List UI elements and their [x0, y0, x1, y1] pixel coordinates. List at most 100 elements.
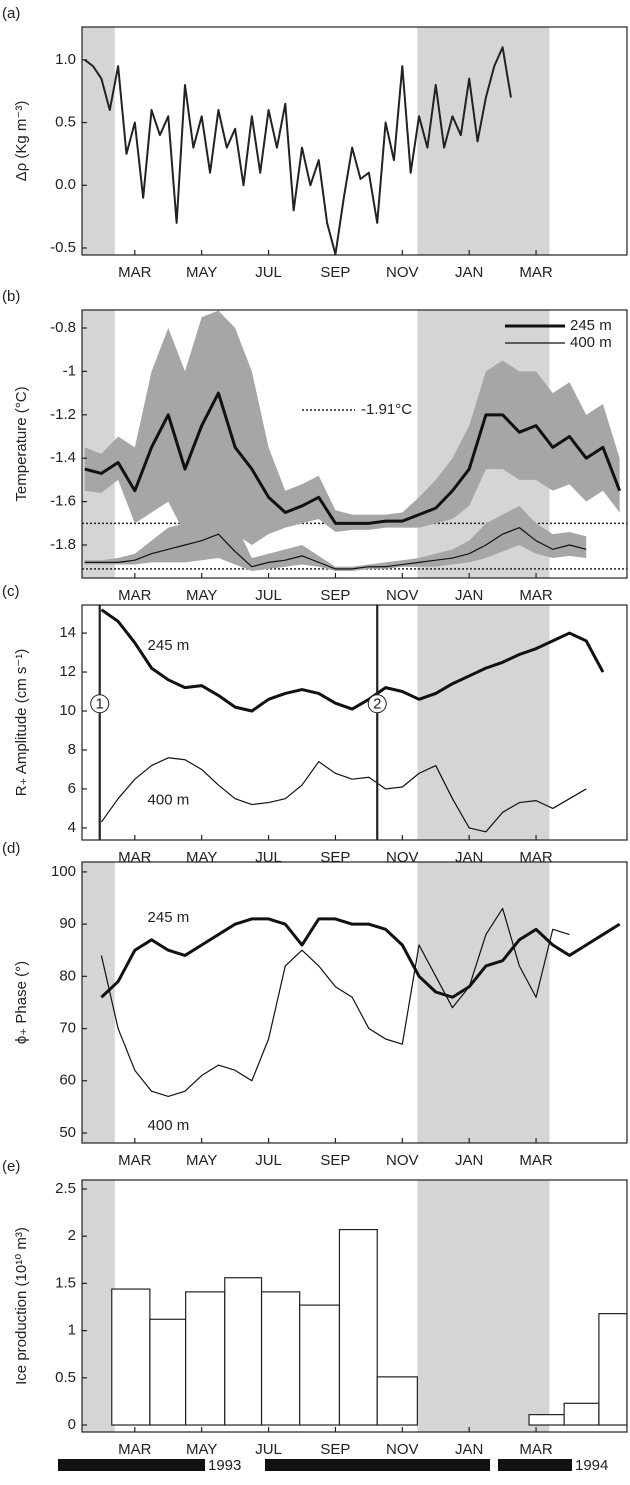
y-axis-label: ϕ₊ Phase (°) [13, 961, 30, 1044]
bar [376, 1376, 418, 1426]
x-tick-label: JUL [255, 1441, 282, 1458]
series-line [100, 917, 621, 999]
x-tick-label: JAN [455, 587, 483, 604]
y-tick-label: 0.5 [55, 1369, 76, 1386]
x-tick-label: MAR [519, 1441, 553, 1458]
envelope [84, 479, 587, 572]
y-tick-label: 60 [59, 1072, 76, 1089]
plot-frame [81, 309, 628, 579]
x-tick-label: MAY [186, 587, 217, 604]
x-tick-label: NOV [386, 1441, 419, 1458]
plot-frame [81, 604, 628, 841]
series-line [84, 391, 622, 525]
y-tick-label: -1.2 [50, 406, 76, 423]
x-tick-label: MAY [186, 849, 217, 866]
x-tick-label: MAR [519, 264, 553, 281]
y-tick-label: 10 [59, 702, 76, 719]
x-tick-label: SEP [320, 264, 350, 281]
legend-label: 245 m [570, 317, 612, 334]
y-tick-label: 0 [68, 1416, 76, 1433]
x-tick-label: NOV [386, 264, 419, 281]
y-axis-label: Δρ (Kg m⁻³) [13, 101, 30, 182]
y-tick-label: 14 [59, 624, 76, 641]
y-tick-label: 2.5 [55, 1180, 76, 1197]
y-tick-label: 1.0 [55, 51, 76, 68]
plot-frame [81, 861, 628, 1144]
shaded-period [82, 27, 115, 255]
x-tick-label: MAR [118, 264, 152, 281]
y-tick-label: 6 [68, 780, 76, 797]
y-tick-label: 4 [68, 819, 76, 836]
x-tick-label: SEP [320, 1152, 350, 1169]
panel-label: (b) [2, 288, 20, 305]
x-tick-label: JAN [455, 264, 483, 281]
x-tick-label: MAR [519, 1152, 553, 1169]
x-tick-label: MAR [118, 587, 152, 604]
year-bar [265, 1459, 490, 1471]
x-tick-label: MAY [186, 1441, 217, 1458]
y-tick-label: 70 [59, 1020, 76, 1037]
series-line [100, 608, 605, 713]
y-tick-label: 2 [68, 1227, 76, 1244]
y-tick-label: -1.4 [50, 449, 76, 466]
x-tick-label: SEP [320, 849, 350, 866]
panel-label: (e) [2, 1158, 20, 1175]
annotation: -1.91°C [361, 401, 412, 418]
shaded-period [417, 27, 550, 255]
x-tick-label: JUL [255, 1152, 282, 1169]
plot-area [82, 862, 621, 1143]
y-tick-label: 0.5 [55, 114, 76, 131]
x-tick-label: MAR [118, 1441, 152, 1458]
shaded-period [82, 310, 115, 578]
y-tick-label: -0.8 [50, 319, 76, 336]
series-label: 245 m [148, 637, 190, 654]
shaded-period [417, 1180, 550, 1432]
series-label: 400 m [148, 792, 190, 809]
year-label: 1993 [208, 1457, 241, 1474]
y-tick-label: 90 [59, 915, 76, 932]
bar [338, 1228, 378, 1426]
x-tick-label: JUL [255, 849, 282, 866]
panel-label: (d) [2, 840, 20, 857]
series-line [84, 527, 587, 570]
x-tick-label: MAR [519, 587, 553, 604]
plot-area [82, 1180, 627, 1432]
bar [111, 1288, 151, 1426]
bar [299, 1304, 341, 1426]
x-tick-label: NOV [386, 1152, 419, 1169]
x-tick-label: JAN [455, 1441, 483, 1458]
event-label: 1 [96, 696, 104, 713]
y-tick-label: 12 [59, 663, 76, 680]
series-line [84, 46, 512, 255]
x-tick-label: MAR [118, 1152, 152, 1169]
series-label: 400 m [148, 1117, 190, 1134]
y-tick-label: 1.5 [55, 1274, 76, 1291]
series-line [100, 907, 570, 1098]
y-axis-label: Ice production (10¹⁰ m³) [13, 1227, 30, 1385]
year-label: 1994 [575, 1457, 608, 1474]
bar [528, 1414, 565, 1426]
x-tick-label: SEP [320, 1441, 350, 1458]
x-tick-label: NOV [386, 587, 419, 604]
y-tick-label: 0.0 [55, 176, 76, 193]
legend-label: 400 m [570, 334, 612, 351]
bar [260, 1291, 301, 1426]
shaded-period [417, 605, 550, 840]
x-tick-label: MAY [186, 1152, 217, 1169]
bar [224, 1277, 263, 1426]
x-tick-label: MAY [186, 264, 217, 281]
shaded-period [417, 862, 550, 1143]
y-tick-label: -1.8 [50, 536, 76, 553]
bar [149, 1318, 187, 1426]
year-bar [498, 1459, 572, 1471]
shaded-period [82, 862, 115, 1143]
year-bar [58, 1459, 205, 1471]
series-line [100, 757, 587, 833]
y-tick-label: -1.6 [50, 493, 76, 510]
y-tick-label: 80 [59, 967, 76, 984]
plot-area [100, 605, 605, 840]
x-tick-label: JUL [255, 264, 282, 281]
event-label: 2 [373, 696, 381, 713]
x-tick-label: NOV [386, 849, 419, 866]
